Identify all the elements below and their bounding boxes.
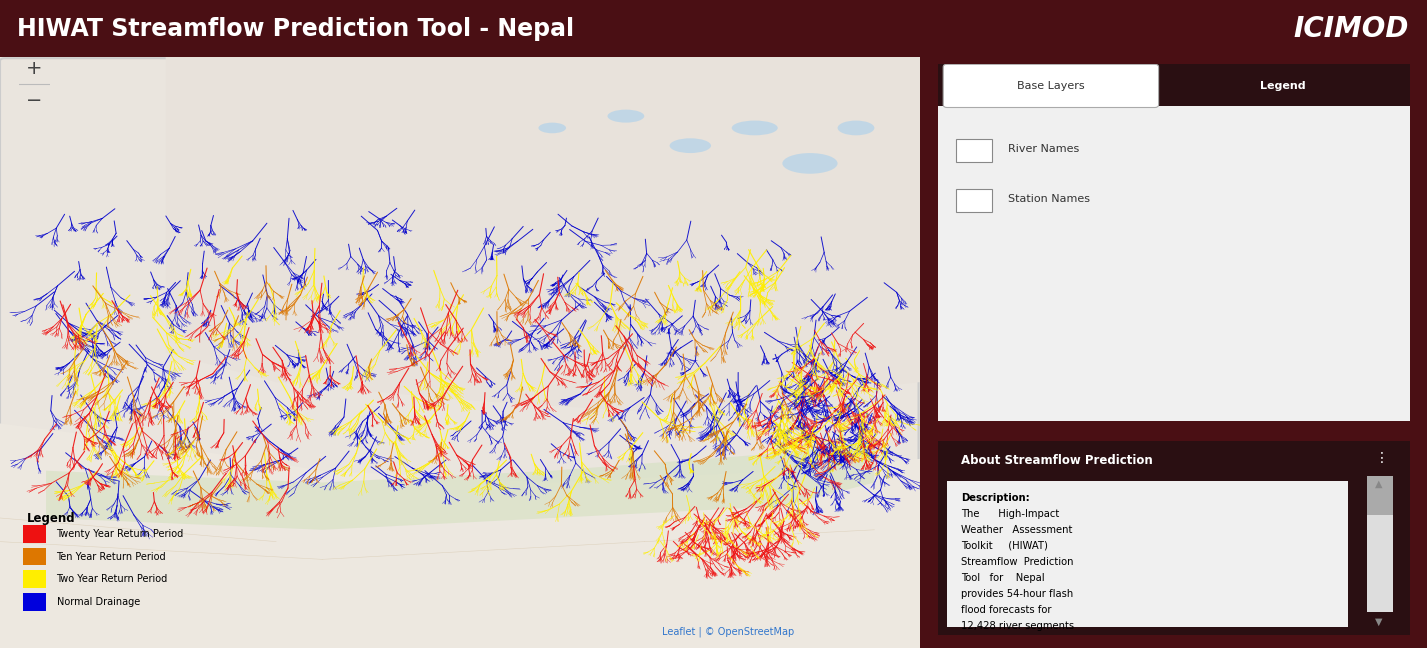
Ellipse shape xyxy=(669,138,711,153)
Bar xyxy=(23,570,46,588)
Text: Twenty Year Return Period: Twenty Year Return Period xyxy=(57,529,184,538)
Bar xyxy=(956,189,992,212)
Ellipse shape xyxy=(608,110,645,122)
Polygon shape xyxy=(46,441,875,530)
Ellipse shape xyxy=(782,153,838,174)
Text: Ten Year Return Period: Ten Year Return Period xyxy=(57,551,166,562)
Text: −: − xyxy=(26,91,43,110)
Text: HIWAT Streamflow Prediction Tool - Nepal: HIWAT Streamflow Prediction Tool - Nepal xyxy=(17,16,574,41)
Text: Normal Drainage: Normal Drainage xyxy=(57,597,140,607)
Text: flood forecasts for: flood forecasts for xyxy=(962,605,1052,615)
Text: Description:: Description: xyxy=(962,493,1030,503)
Polygon shape xyxy=(166,57,920,411)
Text: ICIMOD: ICIMOD xyxy=(1293,14,1408,43)
Text: provides 54-hour flash: provides 54-hour flash xyxy=(962,589,1073,599)
Bar xyxy=(1367,476,1393,515)
Text: The      High-Impact: The High-Impact xyxy=(962,509,1059,519)
Text: ▲: ▲ xyxy=(1376,478,1383,489)
Text: Leaflet | © OpenStreetMap: Leaflet | © OpenStreetMap xyxy=(662,627,793,637)
Bar xyxy=(23,593,46,611)
Text: Tool   for    Nepal: Tool for Nepal xyxy=(962,573,1045,583)
Bar xyxy=(938,64,1410,106)
FancyBboxPatch shape xyxy=(933,60,1414,425)
Text: Base Layers: Base Layers xyxy=(1017,81,1085,91)
Ellipse shape xyxy=(732,121,778,135)
FancyBboxPatch shape xyxy=(933,439,1414,637)
Bar xyxy=(1367,489,1393,612)
Bar xyxy=(23,548,46,565)
Text: Streamflow  Prediction: Streamflow Prediction xyxy=(962,557,1073,567)
Ellipse shape xyxy=(838,121,875,135)
Bar xyxy=(948,481,1349,627)
Text: ⋮: ⋮ xyxy=(1374,451,1388,465)
Bar xyxy=(938,441,1410,476)
Text: Station Names: Station Names xyxy=(1009,194,1090,204)
FancyBboxPatch shape xyxy=(0,58,919,648)
Text: Legend: Legend xyxy=(27,513,76,526)
Text: ▼: ▼ xyxy=(1376,616,1383,627)
Bar xyxy=(956,139,992,162)
FancyBboxPatch shape xyxy=(943,64,1159,108)
Text: River Names: River Names xyxy=(1009,145,1080,154)
Text: +: + xyxy=(26,58,43,78)
Bar xyxy=(23,525,46,542)
Ellipse shape xyxy=(538,122,567,133)
Polygon shape xyxy=(0,423,920,648)
Text: Toolkit     (HIWAT): Toolkit (HIWAT) xyxy=(962,541,1047,551)
Text: About Streamflow Prediction: About Streamflow Prediction xyxy=(962,454,1153,467)
Text: Two Year Return Period: Two Year Return Period xyxy=(57,574,168,584)
Text: Weather   Assessment: Weather Assessment xyxy=(962,525,1073,535)
Text: Legend: Legend xyxy=(1260,81,1306,91)
Text: 12,428 river segments: 12,428 river segments xyxy=(962,621,1075,631)
